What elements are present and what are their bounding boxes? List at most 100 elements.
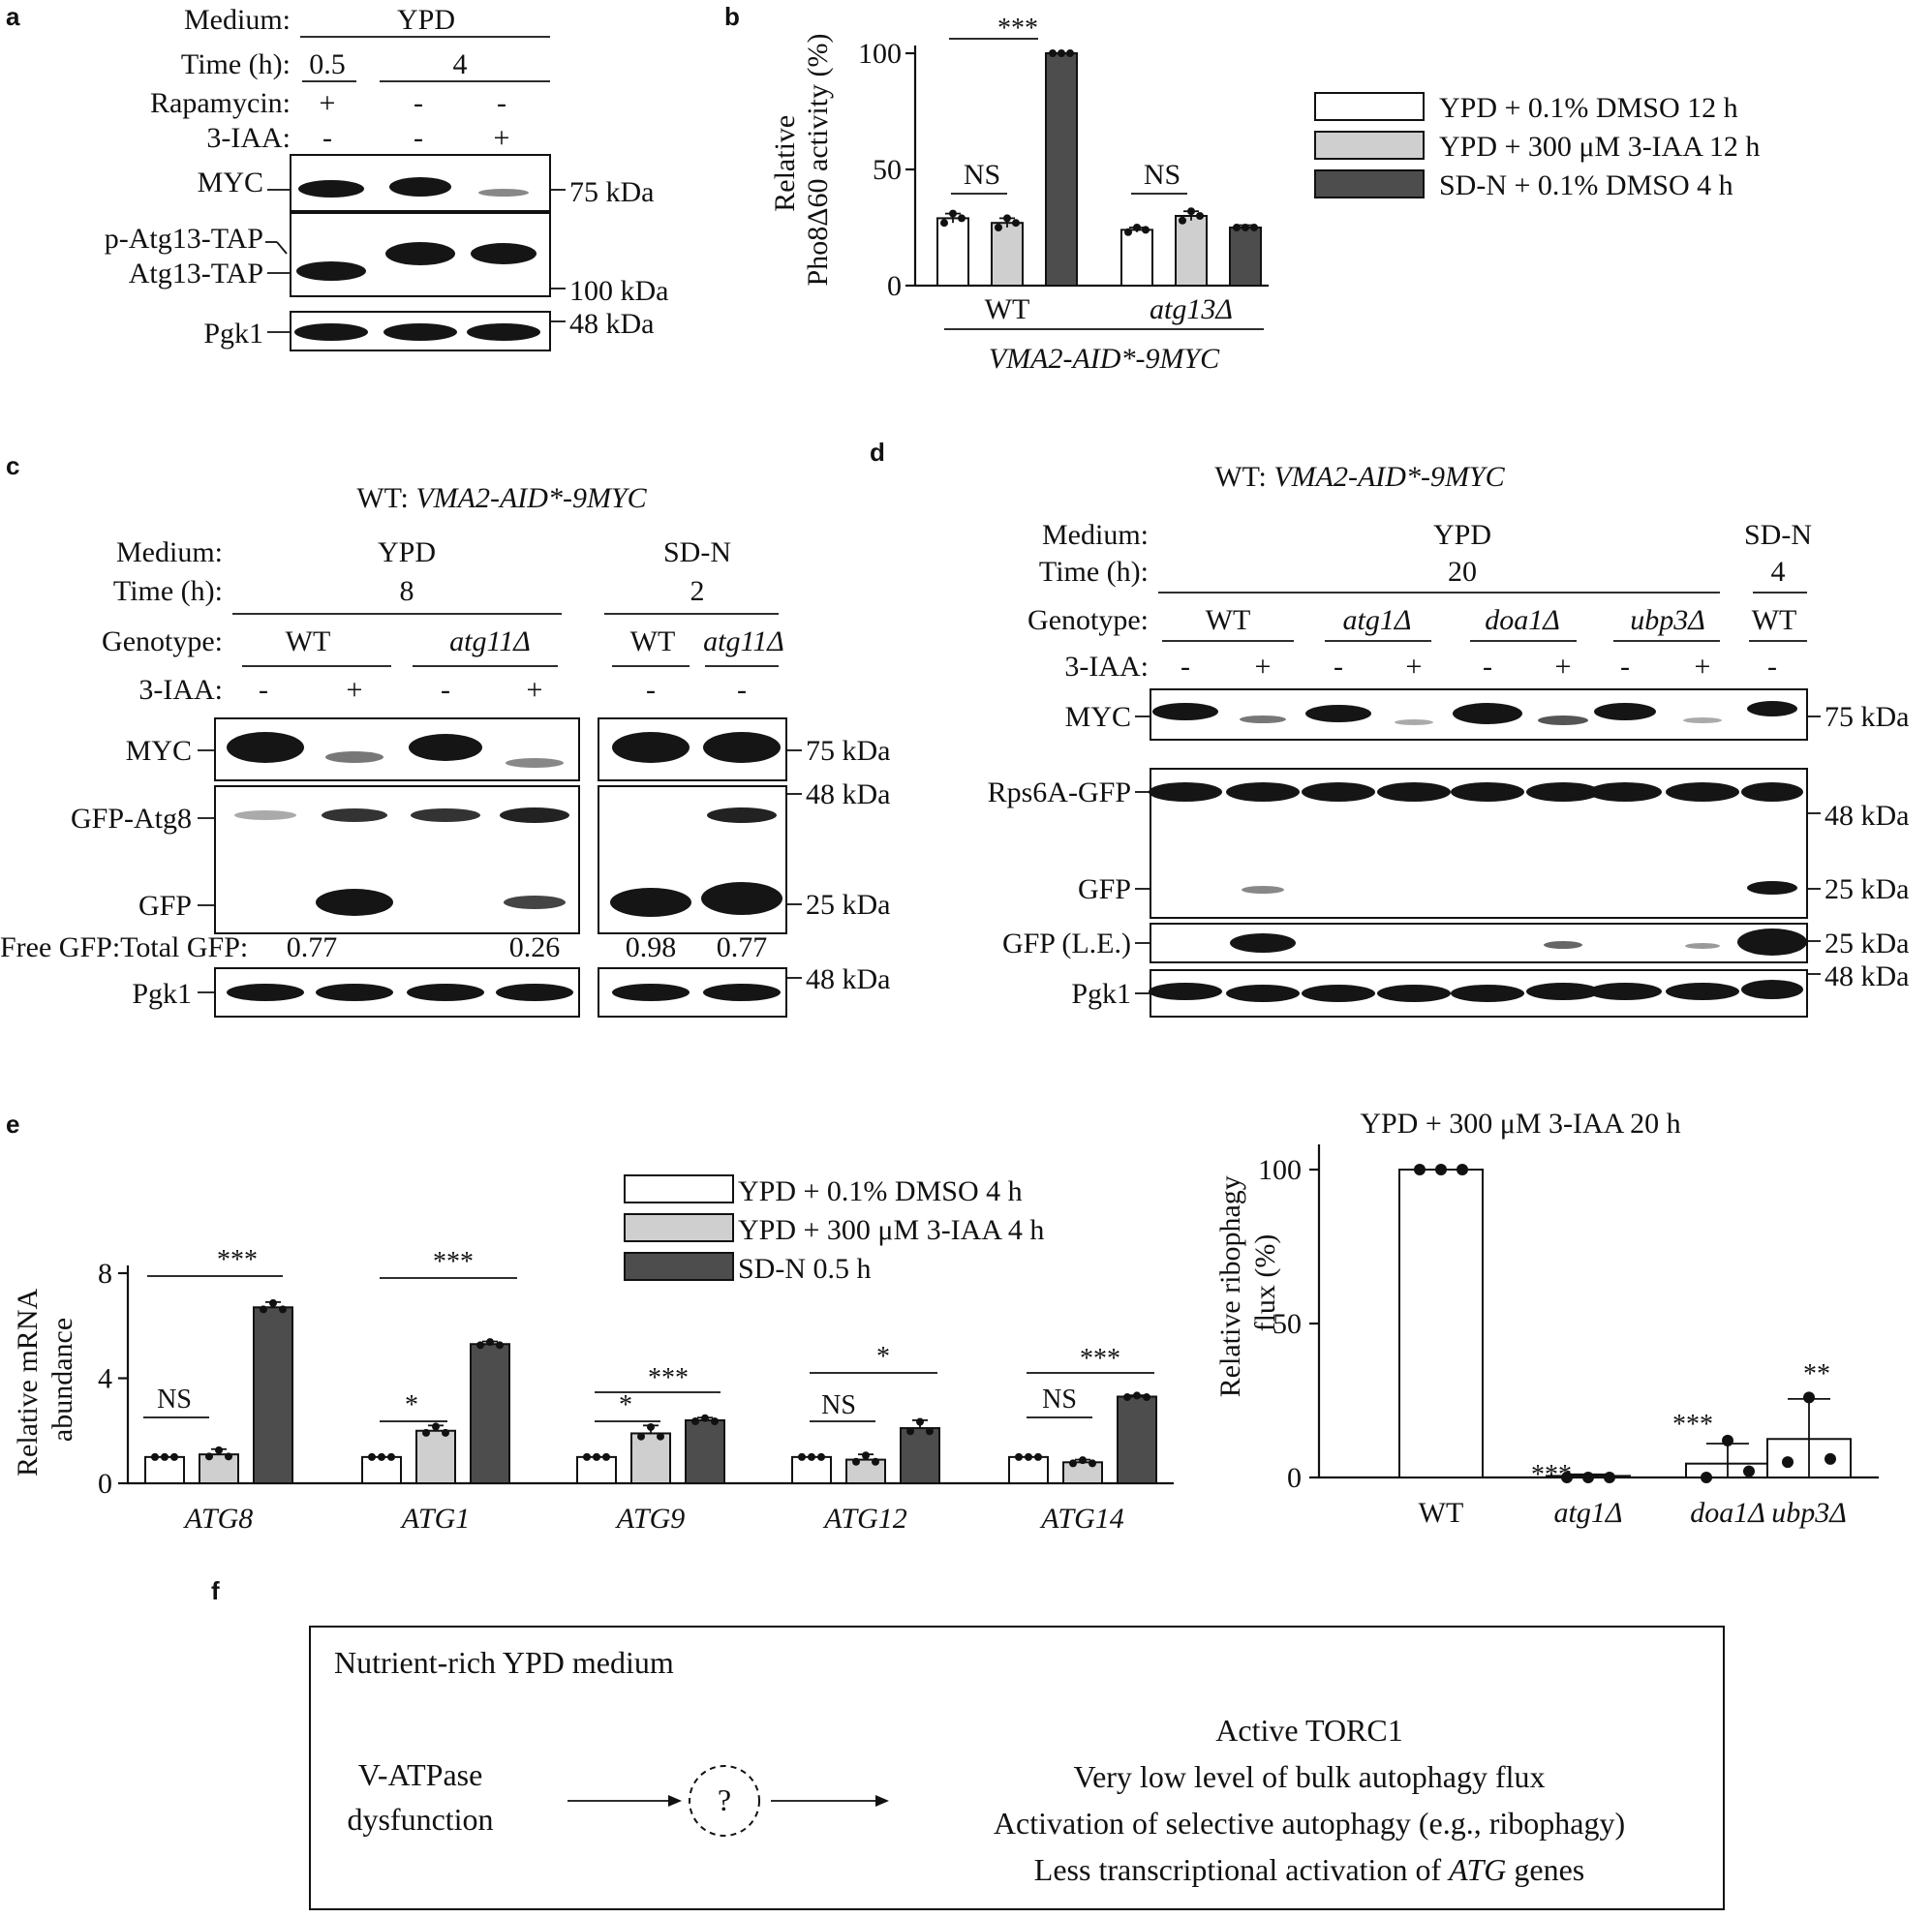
f-arrowhead-2 xyxy=(875,1795,889,1807)
b-bar xyxy=(991,222,1024,287)
e-data-point xyxy=(691,1416,699,1425)
b-data-point xyxy=(1003,214,1011,223)
a-band xyxy=(383,323,457,341)
e-legend-label: YPD + 300 μM 3-IAA 4 h xyxy=(738,1214,1044,1246)
b-group-caption: VMA2-AID*-9MYC xyxy=(989,343,1220,375)
b-data-point xyxy=(1233,224,1241,231)
d-band xyxy=(1526,983,1600,1000)
b-legend-swatch xyxy=(1314,92,1425,121)
e-data-point xyxy=(496,1341,504,1350)
e-data-point xyxy=(808,1452,815,1461)
d-genotype-wt-sdn: WT xyxy=(1752,604,1797,636)
c-band xyxy=(612,984,690,1001)
r-data-point xyxy=(1414,1164,1426,1175)
r-sig-atg1: *** xyxy=(1531,1460,1572,1490)
e-data-point xyxy=(1133,1391,1141,1400)
r-y-tick-label: 0 xyxy=(1287,1462,1302,1494)
b-y-tick-label: 100 xyxy=(858,38,902,70)
e-x-tick-label: ATG12 xyxy=(822,1503,907,1535)
a-band xyxy=(467,323,540,341)
e-ylabel: Relative mRNA abundance xyxy=(12,1283,78,1477)
e-sig-atg1-1: * xyxy=(405,1390,418,1420)
e-sig-atg8-ns: NS xyxy=(157,1385,192,1415)
r-data-point xyxy=(1457,1164,1468,1175)
d-band xyxy=(1685,943,1720,949)
d-iaa-1: - xyxy=(1181,651,1190,683)
d-band xyxy=(1302,985,1375,1002)
panel-c: c WT: VMA2-AID*-9MYC Medium: YPD SD-N Ti… xyxy=(0,451,890,1018)
e-data-point xyxy=(711,1416,719,1425)
a-band xyxy=(389,177,451,197)
c-band xyxy=(506,758,564,768)
d-band xyxy=(1683,717,1722,723)
b-legend-swatch xyxy=(1314,131,1425,160)
a-row-myc: MYC xyxy=(198,167,263,198)
b-data-point xyxy=(940,219,948,228)
e-sig-atg9-1: * xyxy=(619,1390,632,1420)
e-data-point xyxy=(476,1341,484,1350)
legend-e: YPD + 0.1% DMSO 4 h YPD + 300 μM 3-IAA 4 … xyxy=(624,1174,1044,1285)
panel-label-e: e xyxy=(6,1110,19,1139)
panel-ribophagy: YPD + 300 μM 3-IAA 20 h Relative ribopha… xyxy=(1214,1108,1879,1529)
d-marker-25b: 25 kDa xyxy=(1825,928,1909,959)
e-data-point xyxy=(225,1452,232,1461)
a-band xyxy=(298,180,364,198)
panel-b: b Relative Pho8Δ60 activity (%) 0 50 100 WT… xyxy=(724,2,1760,375)
a-marker-75: 75 kDa xyxy=(569,176,654,208)
c-band xyxy=(504,896,566,909)
b-y-tick-label: 50 xyxy=(873,154,902,186)
d-genotype-atg1: atg1Δ xyxy=(1343,604,1412,636)
b-data-point xyxy=(1142,226,1150,234)
c-band xyxy=(409,734,482,761)
panel-label-d: d xyxy=(870,438,885,467)
e-data-point xyxy=(442,1428,449,1437)
r-x-tick-label: ubp3Δ xyxy=(1771,1497,1847,1529)
a-marker-100: 100 kDa xyxy=(569,275,668,307)
d-row-rps6a: Rps6A-GFP xyxy=(988,776,1131,808)
b-ylabel-line-1: Relative xyxy=(769,115,801,212)
f-box-title: Nutrient-rich YPD medium xyxy=(334,1645,674,1680)
e-x-tick-label: ATG14 xyxy=(1039,1503,1124,1535)
d-marker-48b: 48 kDa xyxy=(1825,960,1909,992)
b-data-point xyxy=(1179,216,1186,225)
e-bar xyxy=(630,1432,671,1485)
e-bar xyxy=(900,1427,940,1484)
r-sig-doa1: *** xyxy=(1672,1410,1713,1440)
d-medium-label: Medium: xyxy=(1042,519,1149,551)
d-iaa-4: + xyxy=(1406,651,1423,683)
c-marker-48: 48 kDa xyxy=(806,778,890,810)
d-band xyxy=(1538,715,1588,725)
d-band xyxy=(1377,985,1451,1002)
r-data-point xyxy=(1435,1164,1447,1175)
b-legend-label: SD-N + 0.1% DMSO 4 h xyxy=(1439,169,1733,201)
c-iaa-6: - xyxy=(737,674,747,706)
c-iaa-2: + xyxy=(347,674,363,706)
e-legend-swatch xyxy=(624,1213,734,1242)
c-genotype-atg11-sdn: atg11Δ xyxy=(703,625,784,657)
c-ratio-4: 0.77 xyxy=(717,931,768,963)
d-band xyxy=(1588,983,1662,1000)
d-medium-1: YPD xyxy=(1433,519,1491,551)
r-ylabel-line-1: Relative ribophagy xyxy=(1214,1175,1246,1397)
e-data-point xyxy=(583,1452,591,1461)
c-band xyxy=(707,807,777,823)
c-marker-75: 75 kDa xyxy=(806,735,890,767)
f-unknown: ? xyxy=(718,1782,731,1817)
e-data-point xyxy=(1123,1393,1131,1402)
c-band xyxy=(610,888,691,917)
f-schematic-box xyxy=(309,1626,1725,1910)
a-time-1: 0.5 xyxy=(309,48,346,80)
c-row-gfp-atg8: GFP-Atg8 xyxy=(71,803,192,835)
r-x-tick-label: atg1Δ xyxy=(1554,1497,1623,1529)
e-data-point xyxy=(151,1452,159,1461)
a-band xyxy=(296,261,366,281)
d-band xyxy=(1152,703,1218,720)
d-marker-75: 75 kDa xyxy=(1825,701,1909,733)
c-iaa-1: - xyxy=(259,674,268,706)
c-medium-2: SD-N xyxy=(663,536,731,568)
d-iaa-7: - xyxy=(1620,651,1630,683)
b-data-point xyxy=(1133,224,1141,231)
e-bar xyxy=(470,1343,510,1485)
b-data-point xyxy=(958,214,966,223)
e-sig-atg14-ns: NS xyxy=(1042,1385,1077,1415)
